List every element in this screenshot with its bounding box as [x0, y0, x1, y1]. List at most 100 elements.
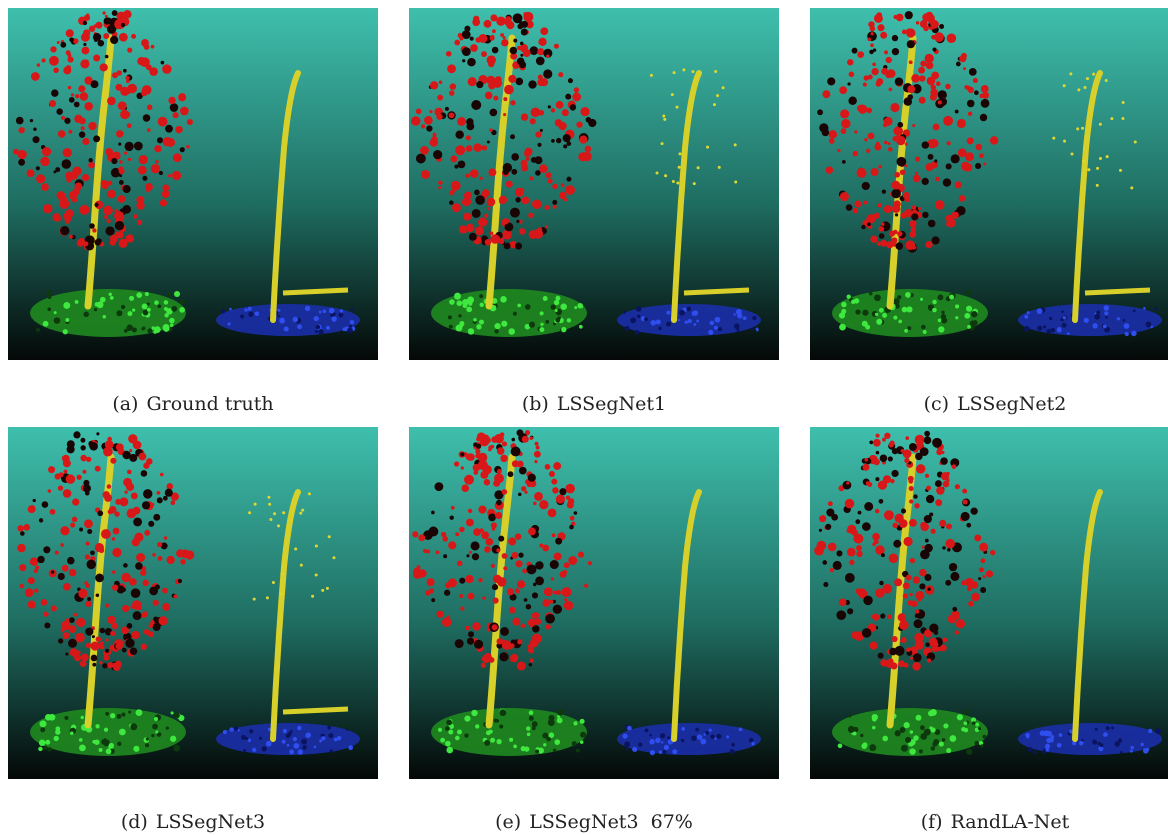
crown-point — [122, 205, 131, 214]
crown-point — [500, 33, 504, 37]
crown-point — [158, 616, 167, 625]
crown-point — [533, 229, 543, 239]
crown-point — [133, 441, 142, 450]
crown-point — [539, 500, 548, 509]
crown-point — [482, 145, 488, 151]
crown-point — [924, 431, 930, 437]
ground-point — [667, 736, 670, 739]
crown-point — [882, 189, 886, 193]
crown-point — [65, 65, 71, 71]
ground-point — [650, 750, 655, 755]
crown-point — [88, 441, 93, 446]
ground-point — [293, 737, 297, 741]
ground-point — [1095, 728, 1098, 731]
crown-point — [119, 180, 124, 185]
ground-point — [517, 304, 521, 308]
ground-point — [743, 316, 747, 320]
branch-point — [1134, 140, 1137, 143]
crown-point — [864, 138, 868, 142]
crown-point — [124, 490, 127, 493]
crown-point — [947, 141, 951, 145]
crown-point — [55, 551, 59, 555]
crown-point — [454, 461, 459, 466]
ground-point — [1037, 308, 1043, 314]
crown-point — [909, 231, 916, 238]
crown-point — [943, 116, 953, 126]
crown-point — [918, 67, 925, 74]
crown-point — [450, 83, 457, 90]
crown-point — [578, 552, 584, 558]
crown-point — [459, 578, 465, 584]
crown-point — [927, 658, 931, 662]
branch-point — [280, 573, 283, 576]
crown-point — [13, 149, 19, 155]
crown-point — [819, 529, 822, 532]
ground-point — [349, 325, 352, 328]
ground-point — [932, 300, 936, 304]
crown-point — [60, 543, 64, 547]
ground-point — [705, 731, 709, 735]
ground-point — [499, 709, 506, 716]
crown-point — [946, 223, 950, 227]
crown-point — [168, 97, 175, 104]
crown-point — [512, 552, 519, 559]
ground-point — [1063, 316, 1066, 319]
crown-point — [137, 57, 145, 65]
ground-point — [1024, 315, 1028, 319]
crown-point — [36, 174, 45, 183]
crown-point — [967, 100, 975, 108]
crown-point — [560, 571, 567, 578]
ground-point — [46, 290, 51, 295]
crown-point — [478, 578, 482, 582]
crown-point — [899, 519, 908, 528]
ground-point — [446, 747, 453, 754]
crown-point — [112, 537, 116, 541]
crown-point — [931, 72, 939, 80]
branch-point — [656, 171, 659, 174]
crown-point — [504, 219, 509, 224]
ground-point — [901, 745, 908, 752]
crown-point — [465, 575, 473, 583]
crown-point — [449, 515, 453, 519]
ground-point — [737, 313, 742, 318]
crown-point — [107, 616, 115, 624]
crown-point — [572, 93, 581, 102]
branch-point — [716, 94, 719, 97]
crown-point — [934, 159, 937, 162]
crown-point — [110, 36, 118, 44]
crown-point — [66, 30, 72, 36]
ground-point — [1092, 740, 1097, 745]
ground-point — [910, 730, 914, 734]
crown-point — [580, 107, 589, 116]
crown-point — [74, 182, 82, 190]
ground-point — [464, 716, 470, 722]
ground-point — [545, 320, 549, 324]
crown-point — [929, 512, 933, 516]
crown-point — [162, 64, 171, 73]
crown-point — [963, 499, 968, 504]
crown-point — [863, 201, 867, 205]
crown-point — [490, 36, 495, 41]
crown-point — [926, 241, 933, 248]
crown-point — [936, 486, 944, 494]
ground-point — [525, 304, 531, 310]
crown-point — [421, 124, 425, 128]
crown-point — [49, 100, 56, 107]
crown-point — [556, 590, 561, 595]
crown-point — [500, 238, 504, 242]
ground-point — [45, 740, 50, 745]
crown-point — [468, 631, 474, 637]
crown-point — [130, 647, 138, 655]
crown-point — [151, 164, 160, 173]
crown-point — [516, 78, 524, 86]
crown-point — [946, 523, 952, 529]
crown-point — [157, 497, 163, 503]
ground-point — [733, 313, 735, 315]
crown-point — [111, 158, 117, 164]
branch-point — [328, 535, 331, 538]
ground-point — [130, 723, 137, 730]
ground-point — [255, 311, 260, 316]
crown-point — [990, 136, 998, 144]
crown-point — [445, 107, 449, 111]
ground-point — [551, 304, 556, 309]
